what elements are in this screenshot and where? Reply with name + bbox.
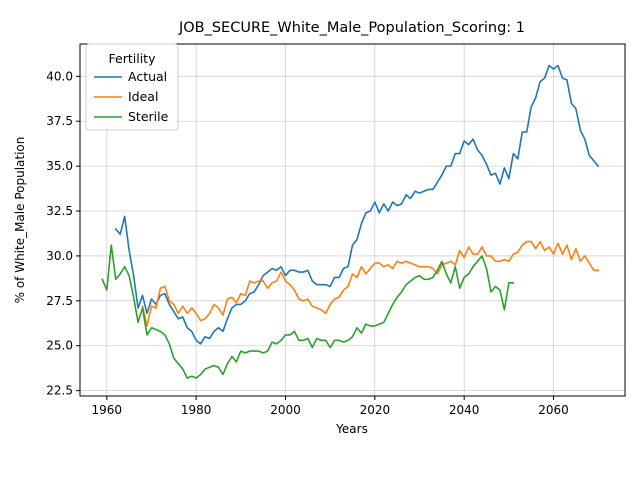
legend-label-ideal: Ideal <box>128 89 158 104</box>
x-tick-label: 1960 <box>92 403 123 417</box>
y-axis-label: % of White_Male Population <box>13 137 27 304</box>
x-tick-label: 2040 <box>449 403 480 417</box>
y-tick-label: 40.0 <box>46 69 73 83</box>
series-lines <box>101 64 600 379</box>
series-line-ideal <box>141 240 600 327</box>
x-tick-label: 1980 <box>181 403 212 417</box>
y-tick-label: 22.5 <box>46 384 73 398</box>
grid <box>80 44 625 396</box>
x-axis-label: Years <box>335 422 368 436</box>
plot-frame <box>79 43 626 397</box>
y-tick-label: 27.5 <box>46 294 73 308</box>
y-tick-label: 25.0 <box>46 339 73 353</box>
legend-label-actual: Actual <box>128 69 167 84</box>
legend-title: Fertility <box>109 51 157 66</box>
x-axis-ticks: 1960 1980 2000 2020 2040 2060 <box>92 396 569 417</box>
series-line-actual <box>114 64 600 345</box>
legend-box <box>85 43 179 131</box>
y-tick-label: 30.0 <box>46 249 73 263</box>
y-tick-label: 37.5 <box>46 114 73 128</box>
x-tick-label: 2060 <box>538 403 569 417</box>
y-axis-ticks: 22.5 25.0 27.5 30.0 32.5 35.0 37.5 40.0 <box>46 69 80 398</box>
x-tick-label: 2000 <box>270 403 301 417</box>
y-tick-label: 35.0 <box>46 159 73 173</box>
chart-title: JOB_SECURE_White_Male_Population_Scoring… <box>178 20 525 36</box>
legend: Fertility Actual Ideal Sterile <box>85 43 179 131</box>
x-tick-label: 2020 <box>360 403 391 417</box>
y-tick-label: 32.5 <box>46 204 73 218</box>
legend-label-sterile: Sterile <box>128 109 169 124</box>
series-line-sterile <box>101 244 515 379</box>
